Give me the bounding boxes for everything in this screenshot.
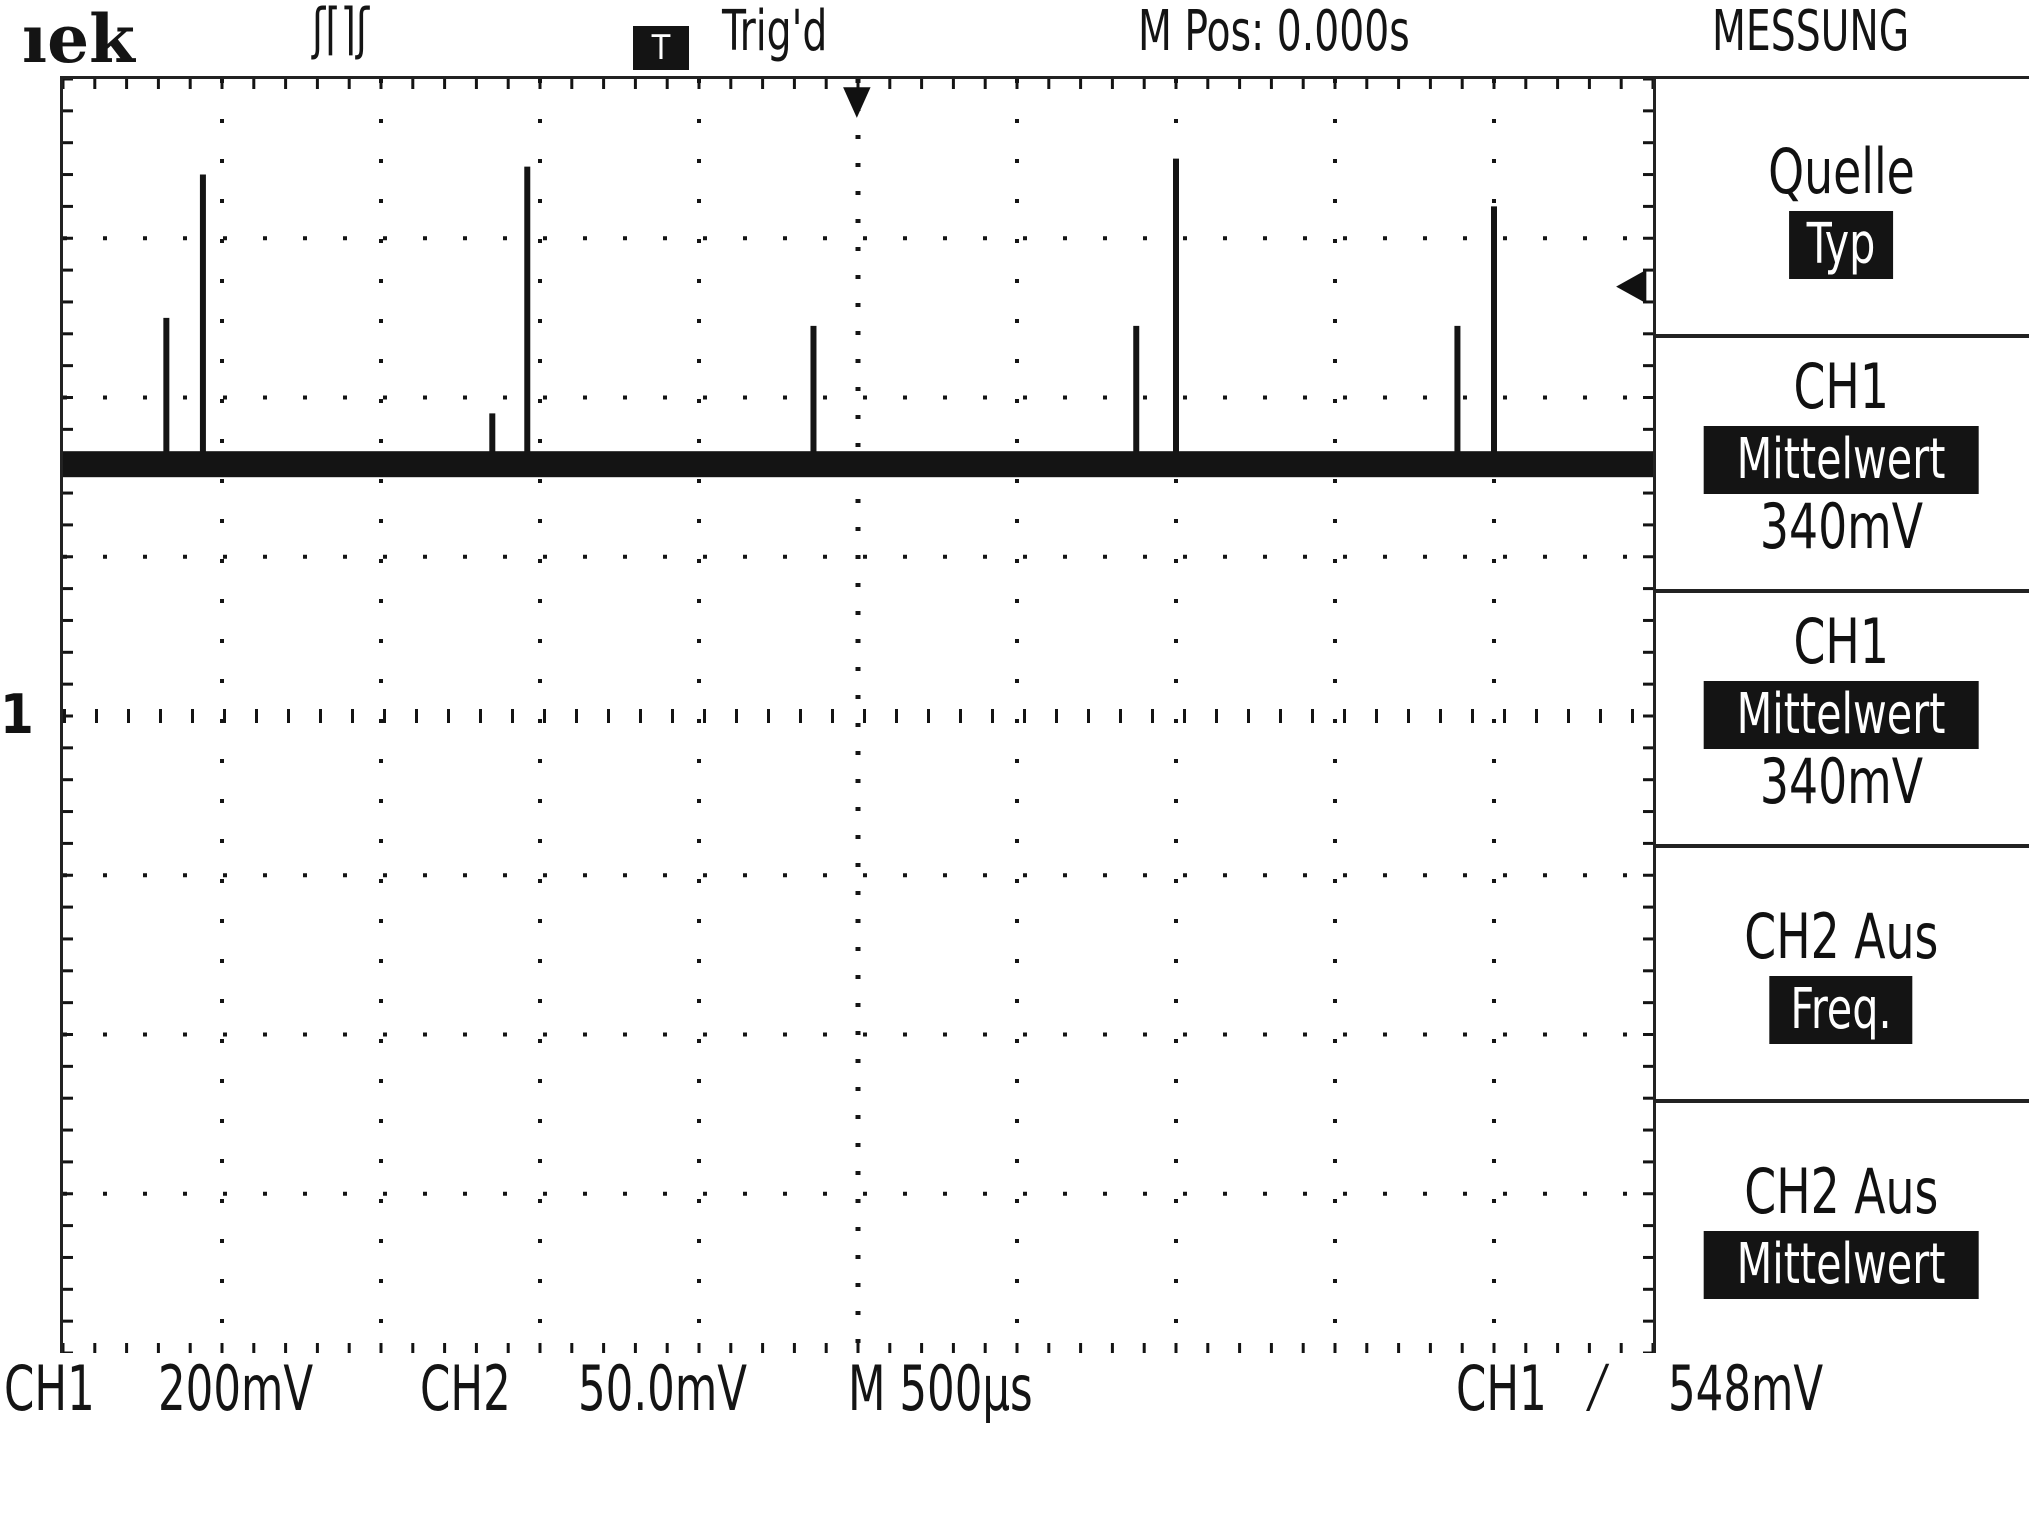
trigger-source: CH1 <box>1456 1352 1547 1425</box>
ch2-volts-per-div: 50.0mV <box>578 1352 747 1425</box>
menu-button-ch1-mean-1[interactable]: CH1 Mittelwert 340mV <box>1653 334 2029 593</box>
menu-value-frequency: Freq. <box>1769 976 1913 1044</box>
menu-button-ch1-mean-2[interactable]: CH1 Mittelwert 340mV <box>1653 589 2029 848</box>
timebase: M 500µs <box>848 1352 1033 1425</box>
menu-title: MESSUNG <box>1712 0 1910 64</box>
acquisition-icon: ʃ⌈⌉ʃ <box>312 0 370 62</box>
menu-button-ch2-freq[interactable]: CH2 Aus Freq. <box>1653 844 2029 1103</box>
ch1-label: CH1 <box>4 1352 95 1425</box>
horizontal-position: M Pos: 0.000s <box>1138 0 1410 64</box>
menu-button-ch2-mean[interactable]: CH2 Aus Mittelwert <box>1653 1099 2029 1354</box>
graticule <box>63 79 1653 1353</box>
measurement-menu: Quelle Typ CH1 Mittelwert 340mV CH1 Mitt… <box>1653 76 2029 1355</box>
menu-label-ch2-off: CH2 Aus <box>1743 1155 1939 1228</box>
waveform-display <box>60 76 1656 1353</box>
ch1-trace-baseline <box>63 451 1653 478</box>
menu-value-mean: Mittelwert <box>1703 1231 1979 1299</box>
ch2-label: CH2 <box>420 1352 511 1425</box>
menu-label-source: Quelle <box>1767 135 1915 208</box>
menu-value-mean: Mittelwert <box>1703 426 1979 494</box>
trigger-level: 548mV <box>1668 1352 1824 1425</box>
trigger-box-icon: T <box>633 26 689 70</box>
ch1-volts-per-div: 200mV <box>158 1352 314 1425</box>
menu-button-source[interactable]: Quelle Typ <box>1653 79 2029 338</box>
trigger-level-arrow-icon: ◀ <box>1616 258 1647 309</box>
trigger-slope-icon: ⁄ <box>1594 1352 1602 1425</box>
menu-label-ch1: CH1 <box>1793 350 1889 423</box>
trigger-position-marker-icon: ▼ <box>843 77 871 123</box>
ch1-ground-marker: 1 <box>0 683 34 746</box>
menu-label-ch2-off: CH2 Aus <box>1743 900 1939 973</box>
trigger-status: Trig'd <box>722 0 828 64</box>
menu-reading: 340mV <box>1759 490 1923 563</box>
menu-value-mean: Mittelwert <box>1703 681 1979 749</box>
menu-reading: 340mV <box>1759 745 1923 818</box>
menu-label-ch1: CH1 <box>1793 605 1889 678</box>
brand-logo: ıek <box>22 0 135 78</box>
menu-value-type: Typ <box>1789 211 1893 279</box>
